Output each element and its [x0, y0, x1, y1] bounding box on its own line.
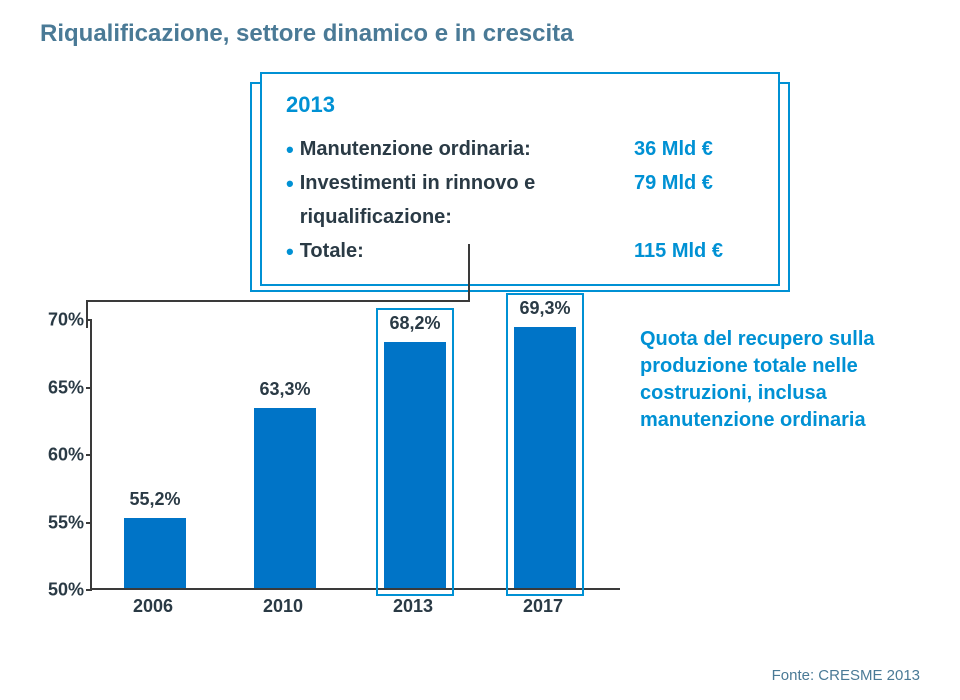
- y-tick-label: 70%: [42, 310, 84, 331]
- plot-area: 50%55%60%65%70%55,2%63,3%68,2%69,3%: [90, 320, 620, 590]
- x-tick-label: 2017: [523, 596, 563, 617]
- bar-value-label: 55,2%: [129, 489, 180, 510]
- bar-value-label: 63,3%: [259, 379, 310, 400]
- page-title: Riqualificazione, settore dinamico e in …: [40, 20, 920, 48]
- bar-value-label: 68,2%: [389, 313, 440, 334]
- info-row: •Totale: 115 Mld €: [286, 234, 754, 268]
- x-tick-label: 2010: [263, 596, 303, 617]
- info-label: Manutenzione ordinaria:: [300, 132, 531, 166]
- source-caption: Fonte: CRESME 2013: [772, 667, 920, 684]
- info-row: •Investimenti in rinnovo e riqualificazi…: [286, 166, 754, 234]
- y-tick-mark: [86, 454, 92, 456]
- y-tick-mark: [86, 522, 92, 524]
- bar: [254, 408, 316, 588]
- info-box: 2013 •Manutenzione ordinaria: 36 Mld € •…: [260, 72, 780, 286]
- info-row: •Manutenzione ordinaria: 36 Mld €: [286, 132, 754, 166]
- info-label: Investimenti in rinnovo e riqualificazio…: [300, 166, 634, 234]
- y-tick-label: 65%: [42, 377, 84, 398]
- info-value: 79 Mld €: [634, 166, 754, 234]
- info-value: 36 Mld €: [634, 132, 754, 166]
- x-tick-label: 2013: [393, 596, 433, 617]
- bar-value-label: 69,3%: [519, 298, 570, 319]
- connector-line: [86, 300, 470, 302]
- chart-description: Quota del recupero sulla produzione tota…: [640, 326, 910, 434]
- x-tick-label: 2006: [133, 596, 173, 617]
- info-value: 115 Mld €: [634, 234, 754, 268]
- y-tick-label: 60%: [42, 445, 84, 466]
- bar-highlight-frame: [376, 308, 454, 596]
- bar-highlight-frame: [506, 293, 584, 596]
- bar: [124, 518, 186, 588]
- info-label: Totale:: [300, 234, 364, 268]
- y-tick-label: 55%: [42, 512, 84, 533]
- y-tick-mark: [86, 387, 92, 389]
- y-tick-label: 50%: [42, 580, 84, 601]
- y-tick-mark: [86, 589, 92, 591]
- bar-chart: 50%55%60%65%70%55,2%63,3%68,2%69,3% Quot…: [40, 320, 920, 640]
- y-tick-mark: [86, 319, 92, 321]
- connector-line: [468, 244, 470, 300]
- info-year: 2013: [286, 92, 754, 118]
